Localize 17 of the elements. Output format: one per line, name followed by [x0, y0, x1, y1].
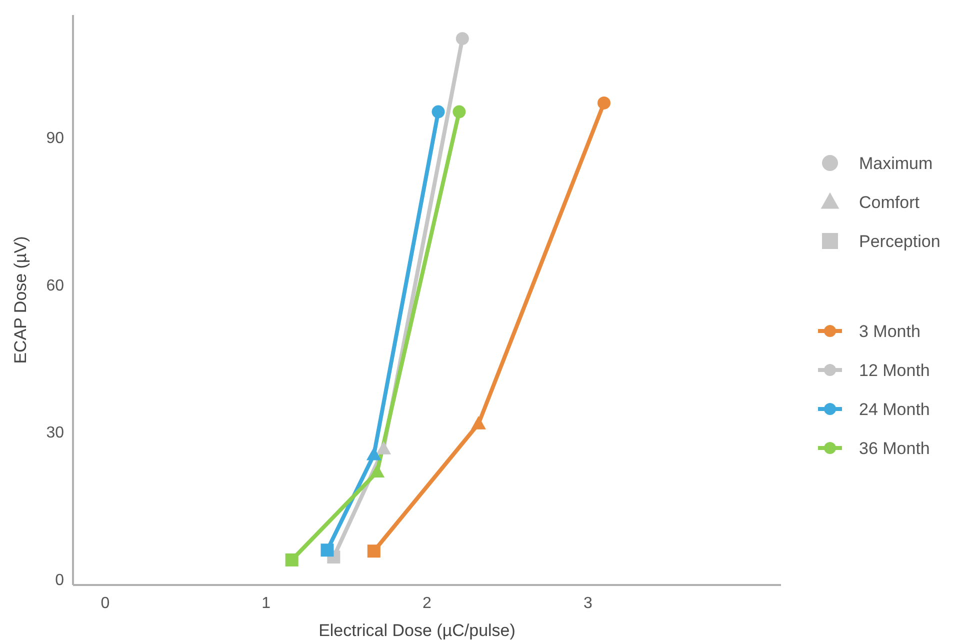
y-tick-label: 90 [46, 130, 64, 147]
x-tick-label: 3 [583, 595, 592, 612]
x-axis-title: Electrical Dose (µC/pulse) [318, 621, 516, 640]
legend-label: Perception [859, 232, 940, 251]
y-tick-label: 0 [55, 572, 64, 590]
x-tick-label: 2 [422, 595, 432, 612]
legend-label: 12 Month [859, 361, 930, 380]
x-tick-label: 1 [262, 595, 271, 612]
x-tick-label: 0 [100, 595, 110, 612]
legend-label: Comfort [859, 193, 920, 212]
y-tick-label: 60 [46, 277, 64, 294]
legend-label: 36 Month [859, 439, 930, 458]
y-tick-label: 30 [46, 424, 64, 442]
legend-label: 24 Month [859, 400, 930, 419]
y-axis-title: ECAP Dose (µV) [11, 236, 30, 364]
legend-label: 3 Month [859, 322, 920, 341]
legend-label: Maximum [859, 154, 933, 173]
